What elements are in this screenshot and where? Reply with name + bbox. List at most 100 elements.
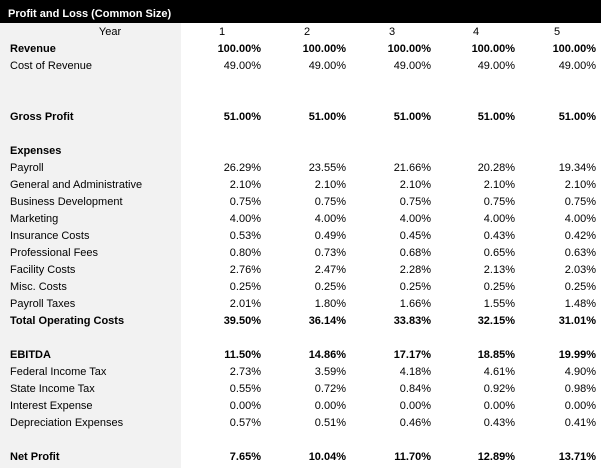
spacer-row <box>0 75 601 92</box>
spacer-row <box>0 330 601 347</box>
value-cell: 2.73% <box>229 366 261 378</box>
value-cell: 1.66% <box>399 298 431 310</box>
row-label: Gross Profit <box>10 111 74 123</box>
value-cell: 32.15% <box>477 315 515 327</box>
value-cell: 49.00% <box>393 60 431 72</box>
row-label: Business Development <box>10 196 123 208</box>
value-cell: 31.01% <box>558 315 596 327</box>
value-cell: 100.00% <box>471 43 515 55</box>
spacer-row <box>0 126 601 143</box>
value-cell: 0.00% <box>399 400 431 412</box>
table-row: Business Development 0.75% 0.75% 0.75% 0.75%… <box>0 194 601 211</box>
value-cell: 49.00% <box>308 60 346 72</box>
row-label: Facility Costs <box>10 264 76 276</box>
header-cell: 1 <box>218 26 226 38</box>
value-cell: 19.99% <box>558 349 596 361</box>
value-cell: 0.00% <box>483 400 515 412</box>
table-row: State Income Tax 0.55% 0.72% 0.84% 0.92% 0.98… <box>0 381 601 398</box>
table-row: Marketing 4.00% 4.00% 4.00% 4.00% 4.00% <box>0 211 601 228</box>
value-cell: 49.00% <box>223 60 261 72</box>
value-cell: 0.75% <box>564 196 596 208</box>
row-label: Revenue <box>10 43 56 55</box>
header-row: Year 1 2 3 4 5 <box>0 24 601 41</box>
value-cell: 4.00% <box>564 213 596 225</box>
value-cell: 51.00% <box>223 111 261 123</box>
header-cell: 2 <box>303 26 311 38</box>
value-cell: 0.00% <box>314 400 346 412</box>
header-cell: 3 <box>388 26 396 38</box>
value-cell: 11.50% <box>224 349 261 361</box>
value-cell: 2.01% <box>229 298 261 310</box>
value-cell: 2.13% <box>483 264 515 276</box>
table-title: Profit and Loss (Common Size) <box>0 0 601 23</box>
value-cell: 0.00% <box>229 400 261 412</box>
value-cell: 0.00% <box>564 400 596 412</box>
table-row: Revenue 100.00% 100.00% 100.00% 100.00% 100.0… <box>0 41 601 58</box>
table-row: Expenses <box>0 143 601 160</box>
value-cell: 2.03% <box>564 264 596 276</box>
value-cell: 51.00% <box>393 111 431 123</box>
label-column <box>0 23 181 468</box>
table-row: Total Operating Costs 39.50% 36.14% 33.83% 3… <box>0 313 601 330</box>
value-cell: 2.47% <box>314 264 346 276</box>
row-label: Payroll <box>10 162 44 174</box>
value-cell: 23.55% <box>308 162 346 174</box>
value-cell: 14.86% <box>308 349 346 361</box>
value-cell: 19.34% <box>558 162 596 174</box>
value-cell: 4.00% <box>314 213 346 225</box>
value-cell: 49.00% <box>477 60 515 72</box>
value-cell: 0.53% <box>229 230 261 242</box>
row-label: Marketing <box>10 213 59 225</box>
value-cell: 0.65% <box>483 247 515 259</box>
table-row: Interest Expense 0.00% 0.00% 0.00% 0.00% 0.00… <box>0 398 601 415</box>
value-cell: 0.92% <box>483 383 515 395</box>
table-row: Professional Fees 0.80% 0.73% 0.68% 0.65% 0.6… <box>0 245 601 262</box>
table-row: Net Profit 7.65% 10.04% 11.70% 12.89% 13.71% <box>0 449 601 466</box>
table-row: Insurance Costs 0.53% 0.49% 0.45% 0.43% 0.42% <box>0 228 601 245</box>
value-cell: 4.00% <box>483 213 515 225</box>
table-row: General and Administrative 2.10% 2.10% 2.10… <box>0 177 601 194</box>
value-cell: 36.14% <box>308 315 346 327</box>
value-cell: 0.25% <box>314 281 346 293</box>
value-cell: 0.51% <box>314 417 346 429</box>
table: Year 1 2 3 4 5 Revenue 100.00% 100.00% 100.00% 100… <box>0 24 601 466</box>
value-cell: 0.72% <box>314 383 346 395</box>
value-cell: 0.98% <box>564 383 596 395</box>
value-cell: 0.75% <box>229 196 261 208</box>
value-cell: 1.55% <box>483 298 515 310</box>
value-cell: 0.75% <box>399 196 431 208</box>
value-cell: 2.28% <box>399 264 431 276</box>
row-label: Expenses <box>10 145 62 157</box>
table-row: Depreciation Expenses 0.57% 0.51% 0.46% 0.43… <box>0 415 601 432</box>
value-cell: 26.29% <box>223 162 261 174</box>
value-cell: 39.50% <box>223 315 261 327</box>
row-label: Cost of Revenue <box>10 60 92 72</box>
value-cell: 0.75% <box>483 196 515 208</box>
value-cell: 0.68% <box>399 247 431 259</box>
row-label: General and Administrative <box>10 179 143 191</box>
value-cell: 0.73% <box>314 247 346 259</box>
value-cell: 100.00% <box>552 43 596 55</box>
row-label: Interest Expense <box>10 400 93 412</box>
value-cell: 4.61% <box>483 366 515 378</box>
value-cell: 12.89% <box>477 451 515 463</box>
value-cell: 3.59% <box>314 366 346 378</box>
table-row: Payroll 26.29% 23.55% 21.66% 20.28% 19.34% <box>0 160 601 177</box>
spacer-row <box>0 92 601 109</box>
value-cell: 0.49% <box>314 230 346 242</box>
value-cell: 100.00% <box>387 43 431 55</box>
value-cell: 0.25% <box>483 281 515 293</box>
value-cell: 2.10% <box>564 179 596 191</box>
value-cell: 4.00% <box>399 213 431 225</box>
row-label: Depreciation Expenses <box>10 417 124 429</box>
row-label: Federal Income Tax <box>10 366 107 378</box>
table-row: EBITDA 11.50% 14.86% 17.17% 18.85% 19.99% <box>0 347 601 364</box>
value-cell: 0.63% <box>564 247 596 259</box>
table-row: Payroll Taxes 2.01% 1.80% 1.66% 1.55% 1.48% <box>0 296 601 313</box>
value-cell: 18.85% <box>477 349 515 361</box>
value-cell: 20.28% <box>477 162 515 174</box>
value-cell: 51.00% <box>308 111 346 123</box>
value-cell: 0.75% <box>314 196 346 208</box>
value-cell: 2.10% <box>229 179 261 191</box>
row-label: Insurance Costs <box>10 230 90 242</box>
